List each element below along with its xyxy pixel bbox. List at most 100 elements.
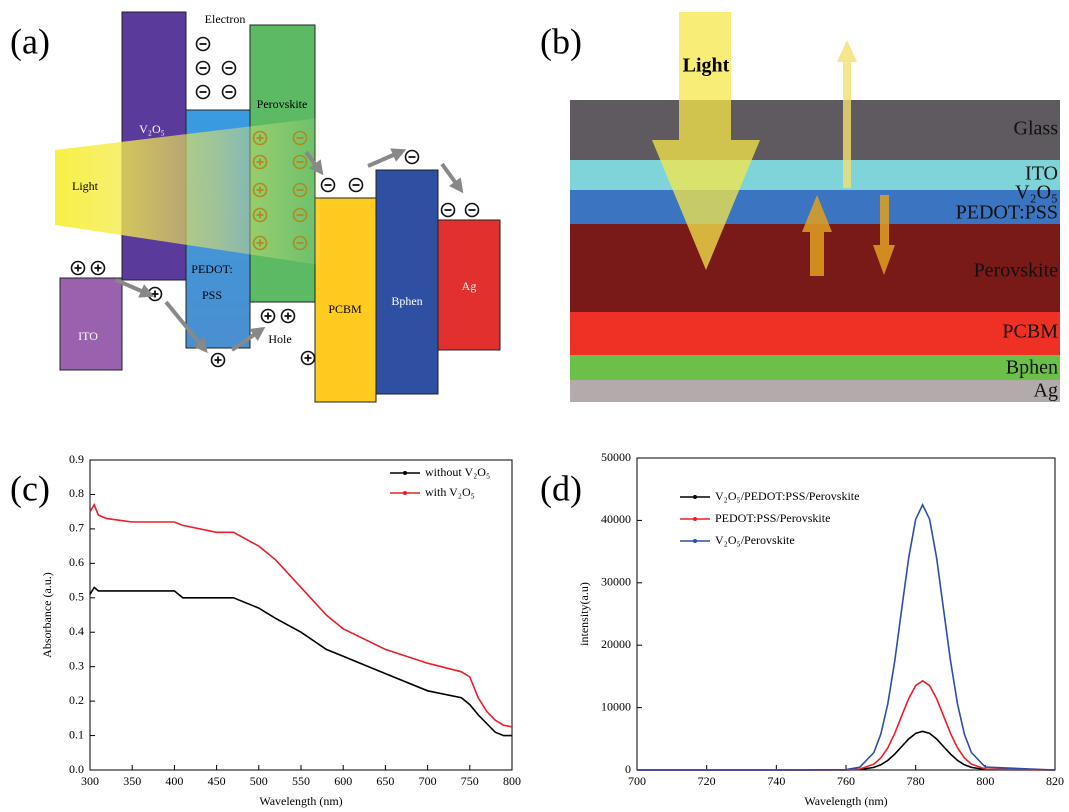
legend-label: PEDOT:PSS/Perovskite (715, 511, 830, 525)
x-tick-label: 600 (334, 774, 352, 788)
x-tick-label: 300 (81, 774, 99, 788)
y-axis-label: intensity(a.u) (577, 582, 591, 646)
y-tick-label: 0 (625, 762, 631, 776)
device-stack (570, 12, 1060, 402)
y-tick-label: 0.1 (69, 727, 84, 741)
layer-label: Ag (1034, 380, 1058, 402)
light-arrow (652, 12, 760, 270)
legend-marker (403, 471, 407, 475)
y-tick-label: 0.5 (69, 590, 84, 604)
y-tick-label: 0.7 (69, 521, 84, 535)
label: Light (683, 55, 730, 77)
label: Light (72, 179, 99, 193)
pcbm-box (314, 197, 377, 403)
y-axis-label: Absorbance (a.u.) (40, 572, 54, 658)
series-line (89, 503, 513, 728)
carrier (292, 154, 308, 170)
label: PSS (202, 288, 222, 302)
x-tick-label: 700 (419, 774, 437, 788)
x-axis-label: Wavelength (nm) (804, 794, 887, 808)
legend-label: V₂O₅/PEDOT:PSS/Perovskite (715, 489, 859, 503)
label: Electron (205, 12, 246, 26)
y-tick-label: 0.9 (69, 452, 84, 466)
y-tick-label: 50000 (601, 450, 631, 464)
arrow-head (138, 284, 155, 298)
arrow (837, 40, 857, 188)
series-line (89, 586, 512, 737)
layer-label: Bphen (1006, 357, 1058, 379)
carrier (292, 130, 308, 146)
x-tick-label: 650 (376, 774, 394, 788)
y-tick-label: 0.0 (69, 762, 84, 776)
arrow-head (249, 326, 266, 341)
layer (570, 355, 1060, 380)
y-tick-label: 0.2 (69, 693, 84, 707)
layer-label: ITO (1025, 163, 1058, 185)
ag-box (437, 219, 501, 351)
layer-label: PCBM (1002, 321, 1058, 343)
layer (570, 160, 1060, 190)
legend-label: without V₂O₅ (425, 465, 490, 479)
series-line (637, 502, 1056, 771)
x-tick-label: 500 (250, 774, 268, 788)
y-tick-label: 0.4 (69, 624, 84, 638)
arrow-head (193, 337, 208, 353)
panel-label: (c) (10, 468, 50, 508)
legend-label: with V₂O₅ (425, 485, 475, 499)
label: ITO (78, 329, 98, 343)
legend-marker (403, 491, 407, 495)
light-beam (55, 118, 320, 265)
arrow (164, 300, 204, 348)
layer-label: PEDOT:PSS (956, 202, 1058, 224)
layer (570, 380, 1060, 402)
y-tick-label: 40000 (601, 512, 631, 526)
carrier (252, 207, 268, 223)
label: V₂O₅ (139, 122, 165, 136)
layer-label: Perovskite (974, 260, 1059, 282)
layer-label: V₂O₅ (1015, 182, 1058, 204)
carrier (292, 207, 308, 223)
series-line (637, 679, 1056, 771)
carrier (252, 154, 268, 170)
x-tick-label: 740 (767, 774, 785, 788)
y-tick-label: 10000 (601, 699, 631, 713)
legend-marker (693, 539, 697, 543)
panel-label: (a) (10, 21, 50, 61)
arrow-head (309, 159, 324, 176)
x-tick-label: 800 (503, 774, 521, 788)
label: Hole (268, 332, 291, 346)
label: Perovskite (257, 97, 308, 111)
legend-marker (693, 517, 697, 521)
x-tick-label: 550 (292, 774, 310, 788)
bphen-box (375, 169, 439, 395)
y-tick-label: 20000 (601, 637, 631, 651)
x-axis-label: Wavelength (nm) (259, 794, 342, 808)
layer-label: Glass (1014, 118, 1059, 140)
legend-label: V₂O₅/Perovskite (715, 533, 795, 547)
layer (570, 100, 1060, 160)
label: PEDOT: (191, 262, 232, 276)
label: Bphen (391, 294, 422, 308)
carrier (252, 235, 268, 251)
x-tick-label: 450 (208, 774, 226, 788)
x-tick-label: 780 (907, 774, 925, 788)
x-tick-label: 720 (698, 774, 716, 788)
panel-label: (b) (540, 21, 582, 61)
y-tick-label: 30000 (601, 575, 631, 589)
carrier (292, 235, 308, 251)
ito-box (59, 277, 123, 371)
arrow (115, 278, 147, 295)
legend-marker (693, 495, 697, 499)
y-tick-label: 0.8 (69, 486, 84, 500)
arrow (802, 195, 832, 276)
panel-label: (d) (540, 468, 582, 508)
x-tick-label: 700 (628, 774, 646, 788)
x-tick-label: 750 (461, 774, 479, 788)
plot-frame (636, 457, 1056, 771)
plot-frame (89, 459, 513, 771)
x-tick-label: 820 (1046, 774, 1064, 788)
carrier (252, 182, 268, 198)
arrow-head (390, 148, 407, 162)
carrier (292, 182, 308, 198)
